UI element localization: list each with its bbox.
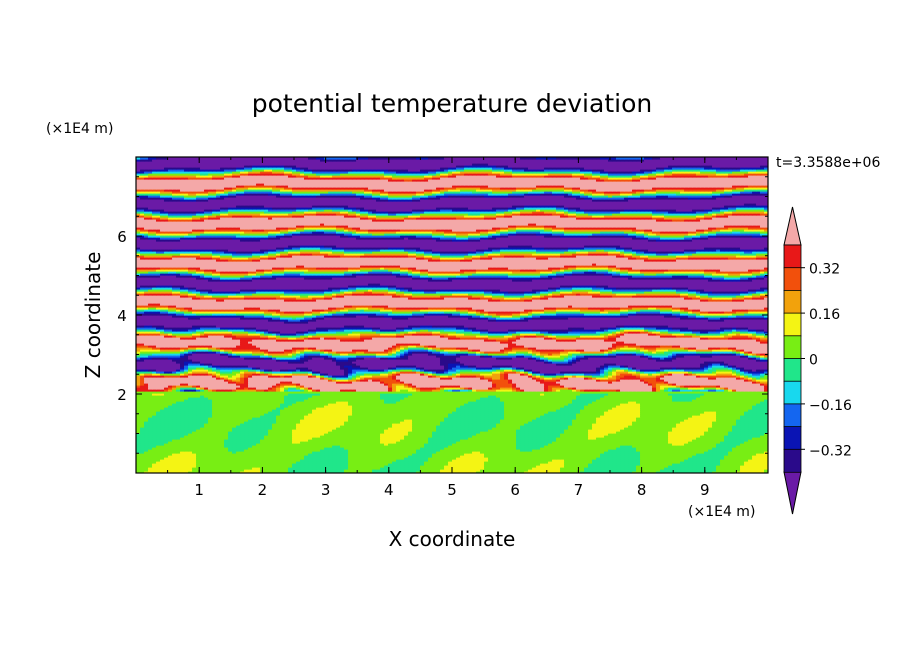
contour-field: [136, 157, 769, 474]
time-label: t=3.3588e+06: [776, 155, 880, 171]
y-unit-label: (×1E4 m): [46, 121, 113, 137]
chart-title: potential temperature deviation: [252, 89, 652, 118]
y-axis-title: Z coordinate: [81, 252, 105, 379]
x-unit-label: (×1E4 m): [688, 504, 755, 520]
x-axis-title: X coordinate: [389, 527, 516, 551]
